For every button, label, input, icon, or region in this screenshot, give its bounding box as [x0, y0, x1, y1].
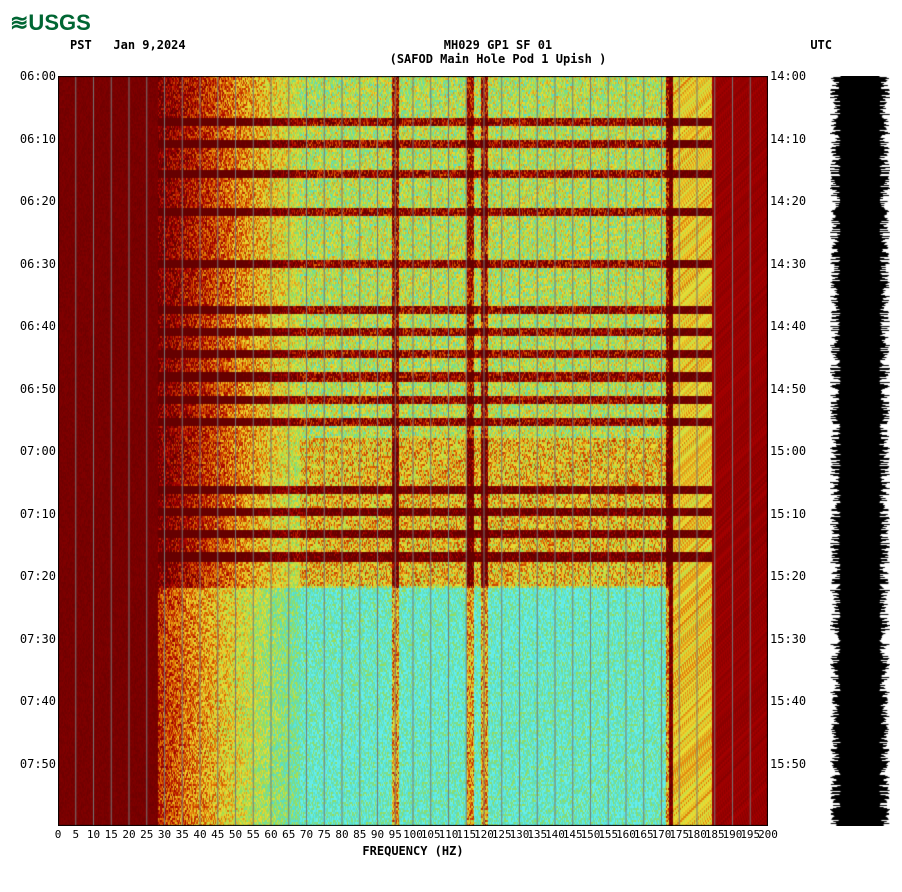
x-tick: 5: [72, 828, 79, 841]
right-tick: 14:30: [770, 257, 814, 271]
waveform-column: [830, 76, 890, 826]
left-tick: 07:30: [20, 632, 56, 646]
left-tick: 07:40: [20, 694, 56, 708]
right-tick: 15:00: [770, 444, 814, 458]
usgs-logo: ≋USGS: [10, 10, 892, 36]
x-tick: 80: [335, 828, 348, 841]
x-tick: 85: [353, 828, 366, 841]
x-tick: 70: [300, 828, 313, 841]
x-tick: 90: [371, 828, 384, 841]
chart-container: 06:0006:1006:2006:3006:4006:5007:0007:10…: [10, 76, 892, 858]
right-tick: 14:20: [770, 194, 814, 208]
left-tick: 07:00: [20, 444, 56, 458]
left-tick: 06:40: [20, 319, 56, 333]
right-tz: UTC: [810, 38, 832, 52]
x-tick: 65: [282, 828, 295, 841]
x-axis-label: FREQUENCY (HZ): [58, 844, 768, 858]
left-tick: 07:20: [20, 569, 56, 583]
left-y-axis: 06:0006:1006:2006:3006:4006:5007:0007:10…: [10, 76, 58, 826]
waveform-canvas: [830, 76, 890, 826]
left-tick: 06:50: [20, 382, 56, 396]
x-axis: 0510152025303540455055606570758085909510…: [58, 828, 768, 842]
x-tick: 60: [264, 828, 277, 841]
right-tick: 15:20: [770, 569, 814, 583]
left-tick: 07:50: [20, 757, 56, 771]
x-tick: 15: [105, 828, 118, 841]
x-tick: 55: [247, 828, 260, 841]
x-tick: 75: [318, 828, 331, 841]
right-tick: 14:50: [770, 382, 814, 396]
left-tick: 06:20: [20, 194, 56, 208]
x-tick: 95: [389, 828, 402, 841]
right-tick: 15:50: [770, 757, 814, 771]
chart-header: PST Jan 9,2024 MH029 GP1 SF 01 (SAFOD Ma…: [10, 36, 892, 68]
right-tick: 14:10: [770, 132, 814, 146]
title-line-1: MH029 GP1 SF 01: [186, 38, 811, 52]
header-left: PST Jan 9,2024: [70, 38, 186, 66]
title-line-2: (SAFOD Main Hole Pod 1 Upish ): [186, 52, 811, 66]
x-tick: 10: [87, 828, 100, 841]
x-tick: 40: [193, 828, 206, 841]
x-tick: 30: [158, 828, 171, 841]
right-y-axis: 14:0014:1014:2014:3014:4014:5015:0015:10…: [768, 76, 816, 826]
left-tick: 07:10: [20, 507, 56, 521]
right-tick: 14:00: [770, 69, 814, 83]
header-center: MH029 GP1 SF 01 (SAFOD Main Hole Pod 1 U…: [186, 38, 811, 66]
left-tick: 06:00: [20, 69, 56, 83]
header-right: UTC: [810, 38, 832, 66]
right-tick: 15:30: [770, 632, 814, 646]
left-tick: 06:30: [20, 257, 56, 271]
left-tz: PST: [70, 38, 92, 52]
x-tick: 25: [140, 828, 153, 841]
x-tick: 20: [122, 828, 135, 841]
x-tick: 45: [211, 828, 224, 841]
right-tick: 15:40: [770, 694, 814, 708]
x-tick: 35: [176, 828, 189, 841]
right-tick: 15:10: [770, 507, 814, 521]
x-tick: 50: [229, 828, 242, 841]
left-tick: 06:10: [20, 132, 56, 146]
x-tick: 0: [55, 828, 62, 841]
x-tick: 200: [758, 828, 778, 841]
left-date: Jan 9,2024: [113, 38, 185, 52]
spectrogram-canvas: [58, 76, 768, 826]
spectrogram-plot: 0510152025303540455055606570758085909510…: [58, 76, 768, 858]
right-tick: 14:40: [770, 319, 814, 333]
